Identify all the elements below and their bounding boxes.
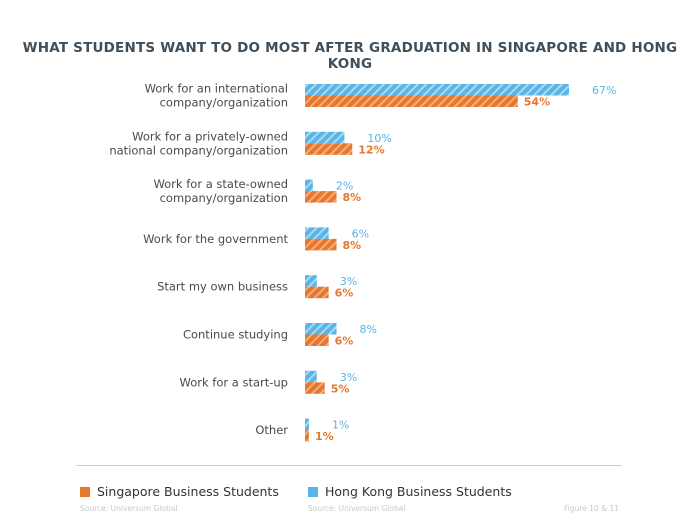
category-label: Work for the government bbox=[143, 232, 288, 246]
bar-hongkong bbox=[305, 179, 313, 192]
value-label-singapore: 1% bbox=[315, 430, 334, 443]
bar-singapore bbox=[305, 382, 325, 394]
value-label-singapore: 8% bbox=[343, 191, 362, 204]
value-label-hongkong: 6% bbox=[352, 227, 369, 240]
bar-hongkong bbox=[305, 418, 309, 431]
legend-divider bbox=[76, 465, 622, 466]
category-label: Continue studying bbox=[183, 328, 288, 342]
legend-swatch-singapore bbox=[80, 486, 90, 497]
category-label: Work for an international company/organiz… bbox=[145, 82, 288, 110]
bar-singapore bbox=[305, 334, 329, 346]
legend-label-singapore: Singapore Business Students bbox=[97, 484, 279, 499]
figure-number: Figure 10 & 11 bbox=[564, 504, 619, 513]
bar-hongkong bbox=[305, 275, 317, 287]
bar-chart: Work for an international company/organiz… bbox=[109, 82, 616, 444]
bar-hongkong bbox=[305, 227, 329, 239]
value-label-hongkong: 10% bbox=[367, 132, 391, 145]
legend-swatch-hongkong bbox=[308, 486, 318, 497]
bar-singapore bbox=[305, 191, 337, 203]
value-label-hongkong: 1% bbox=[332, 419, 349, 432]
source-note-left: Source: Universum Global bbox=[80, 504, 178, 513]
bar-hongkong bbox=[305, 370, 317, 383]
bar-singapore bbox=[305, 430, 309, 442]
bar-singapore bbox=[305, 286, 329, 299]
bars-group: Work for an international company/organiz… bbox=[109, 82, 616, 444]
value-label-singapore: 5% bbox=[331, 382, 350, 395]
legend-item-singapore: Singapore Business Students bbox=[80, 484, 279, 499]
value-label-hongkong: 2% bbox=[336, 180, 353, 193]
source-note-mid: Source: Universum Global bbox=[308, 504, 406, 513]
value-label-singapore: 6% bbox=[335, 335, 354, 348]
bar-singapore bbox=[305, 238, 337, 251]
value-label-hongkong: 8% bbox=[360, 323, 377, 336]
value-label-singapore: 54% bbox=[524, 96, 550, 109]
chart-title: WHAT STUDENTS WANT TO DO MOST AFTER GRAD… bbox=[22, 40, 678, 72]
bar-singapore bbox=[305, 143, 353, 155]
value-label-singapore: 12% bbox=[358, 143, 384, 156]
legend-item-hongkong: Hong Kong Business Students bbox=[308, 484, 512, 499]
value-label-hongkong: 3% bbox=[340, 275, 357, 288]
category-label: Work for a start-up bbox=[180, 375, 288, 389]
category-label: Work for a privately-owned national compa… bbox=[109, 129, 288, 157]
value-label-hongkong: 67% bbox=[592, 84, 616, 97]
bar-hongkong bbox=[305, 84, 569, 96]
bar-hongkong bbox=[305, 131, 345, 144]
value-label-singapore: 6% bbox=[335, 287, 354, 300]
category-label: Start my own business bbox=[157, 280, 288, 294]
value-label-hongkong: 3% bbox=[340, 371, 357, 384]
category-label: Other bbox=[255, 423, 288, 437]
legend-label-hongkong: Hong Kong Business Students bbox=[325, 484, 512, 499]
category-label: Work for a state-owned company/organizati… bbox=[153, 177, 288, 205]
bar-singapore bbox=[305, 95, 518, 107]
value-label-singapore: 8% bbox=[343, 239, 362, 252]
bar-hongkong bbox=[305, 323, 337, 335]
